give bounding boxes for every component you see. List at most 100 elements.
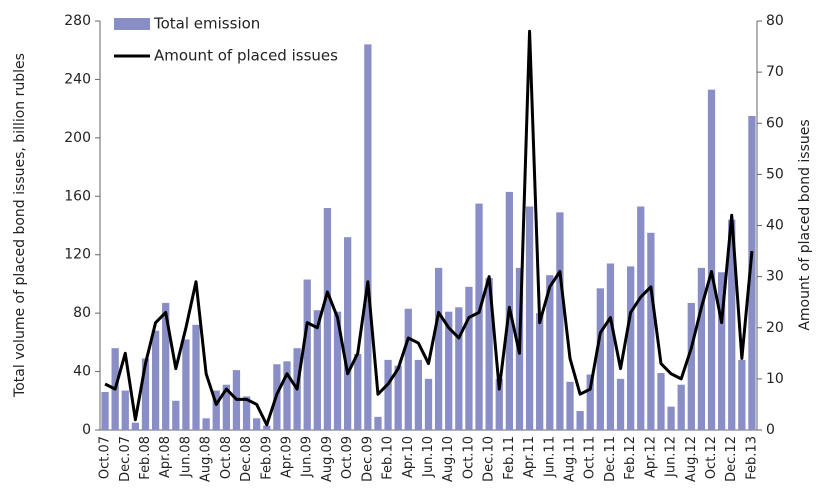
y2-tick-label: 70 [766,64,784,80]
x-tick-label: Apr.11 [522,436,537,478]
x-tick-label: Apr.10 [401,436,416,478]
x-tick-label: Feb.13 [744,436,759,480]
x-tick-label: Oct.07 [98,436,113,479]
x-tick-label: Dec.09 [360,436,375,482]
y2-tick-label: 40 [766,218,784,234]
bar [343,237,352,430]
bar [525,206,534,430]
x-tick-label: Aug.08 [199,436,214,482]
bar [313,310,321,430]
bar [131,422,140,430]
y-axis-label: Total volume of placed bond issues, bill… [12,53,28,398]
bar [677,384,685,430]
bar [536,313,544,430]
x-tick-label: Apr.08 [158,436,173,478]
x-tick-label: Apr.12 [643,436,658,478]
bar [546,275,554,430]
x-tick-label: Oct.09 [340,436,355,479]
bar [556,212,564,430]
bar [253,418,261,430]
x-tick-label: Oct.11 [583,436,598,479]
y-tick-label: 120 [64,247,91,263]
bar [586,374,594,430]
x-tick-label: Dec.10 [482,436,497,482]
bar [576,411,584,430]
y2-tick-label: 0 [766,422,775,438]
bar [303,279,311,430]
bar [606,263,615,430]
x-tick-label: Aug.10 [441,436,456,482]
x-tick-label: Aug.12 [684,436,699,482]
bar [172,400,180,430]
bar [384,359,392,430]
bar [212,390,220,430]
bar [323,207,332,430]
bar [697,267,706,430]
bar [657,373,665,430]
bar [182,339,190,430]
y-tick-label: 40 [73,364,91,380]
line [104,29,754,427]
y-tick-label: 240 [64,71,91,87]
y2-tick-label: 60 [766,115,784,131]
y-tick-label: 200 [64,130,91,146]
bar [728,219,736,430]
x-tick-label: Jun.08 [178,436,193,478]
x-tick-label: Dec.11 [603,436,618,482]
bar [495,378,503,430]
legend-label: Amount of placed issues [154,47,338,65]
bar [738,359,746,430]
x-tick-label: Apr.09 [279,436,294,478]
x-tick-label: Aug.09 [320,436,335,482]
bar [283,361,291,430]
x-tick-label: Feb.12 [623,436,638,480]
x-tick-label: Jun.09 [300,436,315,478]
bar [687,302,695,430]
y2-tick-label: 80 [766,13,784,29]
bar [202,418,210,430]
x-tick-label: Jun.11 [542,436,557,478]
x-tick-label: Oct.10 [461,436,476,479]
y2-tick-label: 20 [766,320,784,336]
bar [141,358,150,430]
bar [637,206,645,430]
y2-tick-label: 50 [766,166,784,182]
y-tick-label: 0 [82,422,91,438]
bar [333,311,342,430]
x-tick-label: Dec.08 [239,436,254,482]
bar [445,311,453,430]
x-tick-label: Dec.07 [118,436,133,482]
bar [101,392,109,430]
bar [374,416,382,430]
x-tick-label: Feb.10 [381,436,396,480]
bar [717,272,726,430]
bar [121,390,129,430]
bar [465,286,473,430]
bar [707,89,716,431]
bar [162,302,170,430]
x-tick-label: Feb.09 [259,436,274,480]
bar [354,354,362,430]
y-tick-label: 160 [64,188,91,204]
bar [566,381,574,430]
x-tick-label: Dec.12 [724,436,739,482]
y2-tick-label: 10 [766,371,784,387]
bar [455,307,463,430]
bar [414,359,423,430]
bar [394,365,402,430]
x-tick-label: Feb.11 [502,436,517,480]
x-tick-label: Aug.11 [563,436,578,482]
bar [242,396,251,430]
x-tick-label: Jun.12 [664,436,679,478]
bar [192,324,200,430]
bar [222,384,230,430]
bar [424,378,433,430]
bar [434,267,443,430]
legend-swatch [114,18,150,30]
bar [404,308,412,430]
bar [475,203,483,430]
x-tick-label: Jun.10 [421,436,436,478]
legend-label: Total emission [153,15,260,33]
bar [647,232,655,430]
